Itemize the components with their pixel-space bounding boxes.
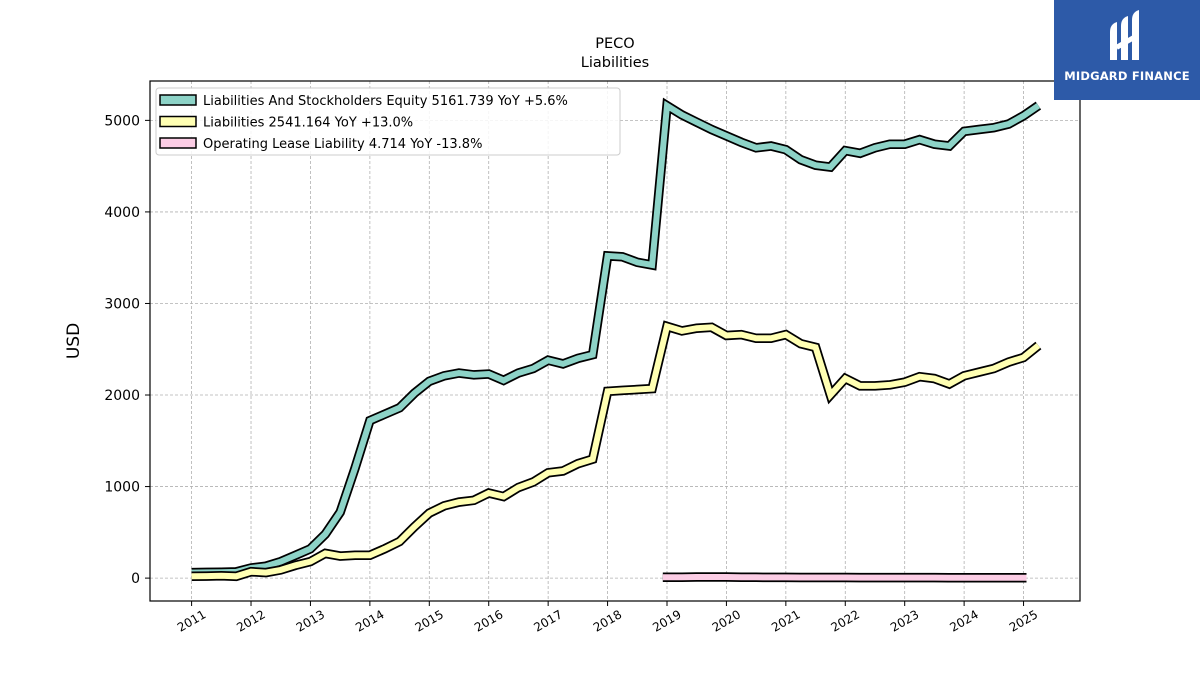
x-tick-label: 2023 (888, 607, 921, 634)
x-tick-label: 2015 (413, 607, 446, 634)
legend: Liabilities And Stockholders Equity 5161… (155, 87, 621, 156)
legend-label: Liabilities 2541.164 YoY +13.0% (203, 116, 413, 131)
series-line-liabilities (191, 322, 1041, 580)
y-tick-label: 4000 (104, 205, 140, 221)
y-tick-label: 3000 (104, 296, 140, 312)
y-tick-label: 0 (131, 571, 140, 587)
brand-name: MIDGARD FINANCE (1064, 69, 1190, 83)
y-tick-label: 1000 (104, 480, 140, 496)
x-tick-label: 2022 (829, 607, 862, 634)
legend-swatch (159, 115, 197, 128)
midgard-logo-icon (1110, 10, 1139, 60)
x-tick-label: 2013 (294, 607, 327, 634)
legend-box (155, 87, 621, 156)
series-line-operating-lease-liability (662, 574, 1027, 581)
grid-lines (150, 81, 1080, 601)
legend-label: Operating Lease Liability 4.714 YoY -13.… (203, 137, 482, 152)
x-tick-label: 2012 (234, 607, 267, 634)
legend-swatch (159, 94, 197, 106)
x-tick-label: 2021 (769, 607, 802, 634)
x-tick-label: 2011 (175, 607, 208, 634)
x-tick-label: 2018 (591, 607, 624, 634)
series-line-liabilities-and-stockholders-equity (191, 100, 1041, 576)
x-tick-label: 2014 (353, 607, 386, 634)
legend-swatch (159, 137, 197, 149)
plot-frame (149, 80, 1081, 602)
legend-label: Liabilities And Stockholders Equity 5161… (203, 94, 568, 109)
series-outline-liabilities-and-stockholders-equity (191, 97, 1042, 578)
chart-subtitle: Liabilities (581, 55, 649, 71)
brand-logo: MIDGARD FINANCE (1054, 0, 1200, 100)
x-axis: 2011 2012 2013 2014 2015 2016 2017 2018 2019 2020… (175, 601, 1040, 635)
y-axis: 0 1000 2000 3000 4000 5000 (104, 113, 150, 587)
y-tick-label: 2000 (104, 388, 140, 404)
x-tick-label: 2016 (472, 607, 505, 634)
x-tick-label: 2017 (531, 607, 564, 634)
x-tick-label: 2024 (947, 607, 980, 634)
x-tick-label: 2025 (1007, 607, 1040, 634)
x-tick-label: 2019 (650, 607, 683, 634)
x-tick-label: 2020 (710, 607, 743, 634)
y-tick-label: 5000 (104, 113, 140, 129)
chart-title: PECO (595, 36, 634, 52)
series-lines (191, 97, 1042, 583)
y-axis-label: USD (64, 323, 84, 359)
